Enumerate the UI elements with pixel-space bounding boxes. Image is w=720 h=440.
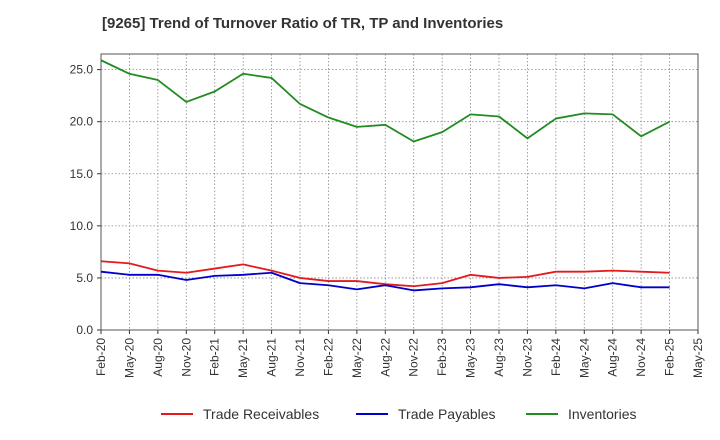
chart-title: [9265] Trend of Turnover Ratio of TR, TP…: [102, 15, 504, 32]
x-tick-label: Feb-25: [663, 338, 677, 376]
x-tick-label: May-24: [577, 338, 591, 378]
x-tick-label: Feb-24: [549, 338, 563, 376]
y-tick-label: 25.0: [70, 63, 94, 77]
axes: 0.0 5.0 10.0 15.0 20.0 25.0 Feb-20 May-20 Aug-20…: [70, 53, 705, 378]
x-tick-label: Feb-23: [435, 338, 449, 376]
x-tick-label: Feb-22: [321, 338, 335, 376]
y-tick-label: 0.0: [76, 323, 93, 337]
y-tick-label: 10.0: [70, 219, 94, 233]
x-tick-label: May-20: [122, 338, 136, 378]
legend-label-trade-payables: Trade Payables: [398, 406, 496, 422]
y-tick-label: 20.0: [70, 115, 94, 129]
series-line-trade-receivables: [100, 260, 670, 288]
x-tick-label: Aug-20: [151, 338, 165, 377]
series-lines: [100, 59, 670, 292]
legend-label-trade-receivables: Trade Receivables: [203, 406, 319, 422]
x-tick-label: Nov-20: [179, 338, 193, 377]
x-tick-label: Aug-24: [606, 338, 620, 377]
x-tick-label: Feb-20: [94, 338, 108, 376]
x-tick-label: Nov-23: [520, 338, 534, 377]
y-tick-label: 5.0: [76, 271, 93, 285]
series-line-trade-payables: [100, 270, 670, 292]
x-tick-label: May-23: [464, 338, 478, 378]
x-tick-label: Aug-21: [265, 338, 279, 377]
x-tick-label: Nov-22: [407, 338, 421, 377]
x-tick-label: Feb-21: [208, 338, 222, 376]
x-tick-label: Aug-23: [492, 338, 506, 377]
legend-label-inventories: Inventories: [568, 406, 636, 422]
x-tick-label: May-25: [691, 338, 705, 378]
legend: Trade Receivables Trade Payables Inventori…: [161, 406, 636, 422]
plot-frame: [100, 53, 699, 331]
x-tick-label: Nov-24: [634, 338, 648, 377]
x-tick-label: Aug-22: [378, 338, 392, 377]
x-tick-label: May-21: [236, 338, 250, 378]
y-tick-label: 15.0: [70, 167, 94, 181]
series-line-inventories: [100, 59, 670, 143]
x-tick-label: Nov-21: [293, 338, 307, 377]
x-tick-label: May-22: [350, 338, 364, 378]
